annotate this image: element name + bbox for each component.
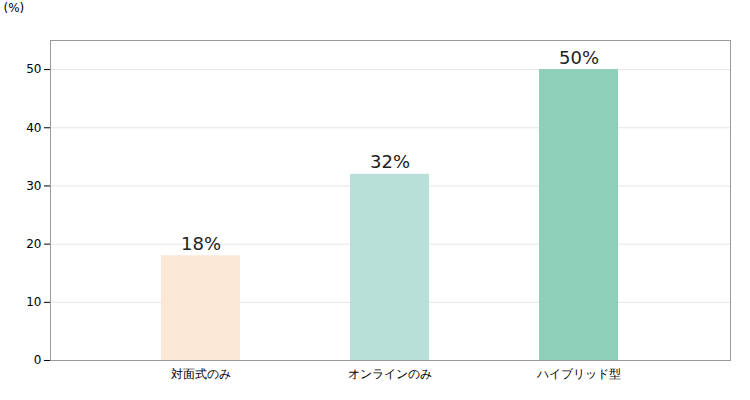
svg-text:対面式のみ: 対面式のみ — [171, 367, 231, 381]
svg-text:50%: 50% — [559, 47, 599, 68]
svg-text:0: 0 — [34, 353, 42, 367]
svg-text:オンラインのみ: オンラインのみ — [348, 367, 432, 381]
svg-text:20: 20 — [26, 237, 41, 251]
svg-text:30: 30 — [26, 179, 41, 193]
svg-text:18%: 18% — [181, 233, 221, 254]
svg-text:10: 10 — [26, 295, 41, 309]
svg-text:ハイブリッド型: ハイブリッド型 — [536, 367, 621, 381]
svg-text:40: 40 — [26, 121, 41, 135]
svg-text:50: 50 — [26, 62, 41, 76]
svg-text:(%): (%) — [4, 1, 25, 15]
svg-text:32%: 32% — [370, 151, 410, 172]
